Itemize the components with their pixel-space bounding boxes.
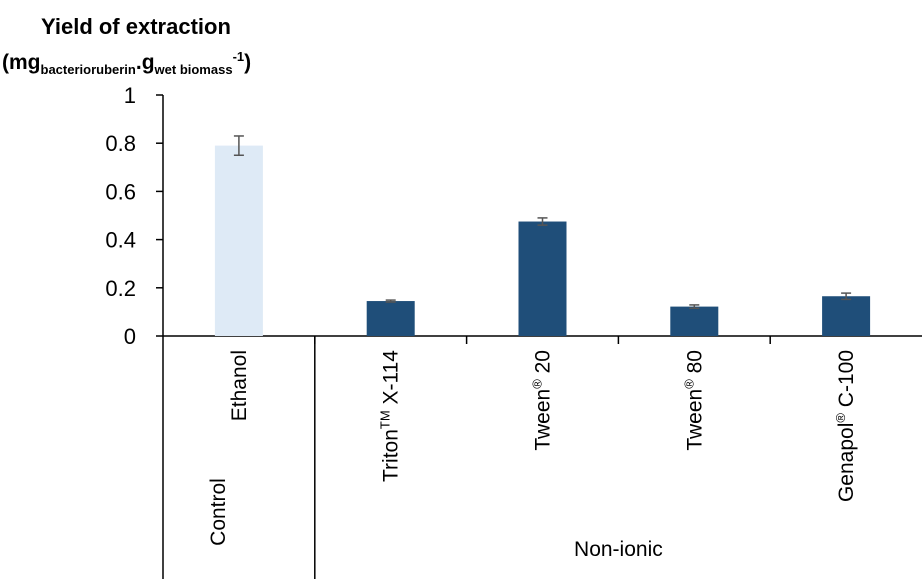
- y-axis-units-close: ): [244, 51, 252, 74]
- category-label-sup: ®: [681, 379, 696, 389]
- category-label-sup: TM: [378, 410, 393, 429]
- category-label-text: Triton: [380, 429, 403, 482]
- group-label: Control: [207, 478, 230, 546]
- y-axis-units-sup: -1: [232, 49, 245, 64]
- y-axis-title-units: (mgbacterioruberin.gwet biomass-1): [2, 49, 251, 77]
- y-tick-label: 0.6: [105, 179, 136, 204]
- y-tick-label: 0: [124, 324, 136, 349]
- bar: [518, 221, 567, 336]
- y-tick-label: 0.2: [105, 276, 136, 301]
- category-label-suffix: X-114: [380, 350, 403, 411]
- labels-group: 0 0.2 0.4 0.6 0.8 1 Ethanol TritonTM X-114 Tween…: [105, 83, 858, 561]
- category-label-suffix: 20: [532, 350, 555, 379]
- y-axis-units-dot: .g: [135, 51, 155, 74]
- category-label-text: Ethanol: [228, 350, 251, 421]
- bar: [670, 306, 719, 336]
- category-label-text: Tween: [532, 389, 555, 451]
- category-label: Tween® 80: [681, 350, 706, 451]
- category-label-suffix: 80: [683, 350, 706, 379]
- y-axis-title-line1: Yield of extraction: [41, 14, 231, 39]
- group-label: Non-ionic: [574, 538, 663, 561]
- axes-group: [156, 94, 922, 579]
- category-label-text: Genapol: [835, 423, 858, 502]
- y-axis-units-sub2: wet biomass: [154, 62, 233, 77]
- y-axis-units-open: (mg: [2, 51, 41, 74]
- bar: [822, 296, 871, 336]
- bars-group: [214, 135, 871, 336]
- category-label: TritonTM X-114: [378, 350, 403, 482]
- y-tick-label: 1: [124, 83, 136, 108]
- category-label: Tween® 20: [530, 350, 555, 451]
- y-tick-label: 0.4: [105, 228, 136, 253]
- category-label: Ethanol: [228, 350, 251, 421]
- y-axis-units-sub1: bacterioruberin: [40, 62, 136, 77]
- category-label-suffix: C-100: [835, 350, 858, 413]
- category-label-text: Tween: [683, 389, 706, 451]
- category-label-sup: ®: [833, 413, 848, 423]
- bar: [214, 145, 263, 336]
- category-label: Genapol® C-100: [833, 350, 858, 502]
- y-tick-label: 0.8: [105, 131, 136, 156]
- category-label-sup: ®: [530, 379, 545, 389]
- bar: [366, 301, 415, 336]
